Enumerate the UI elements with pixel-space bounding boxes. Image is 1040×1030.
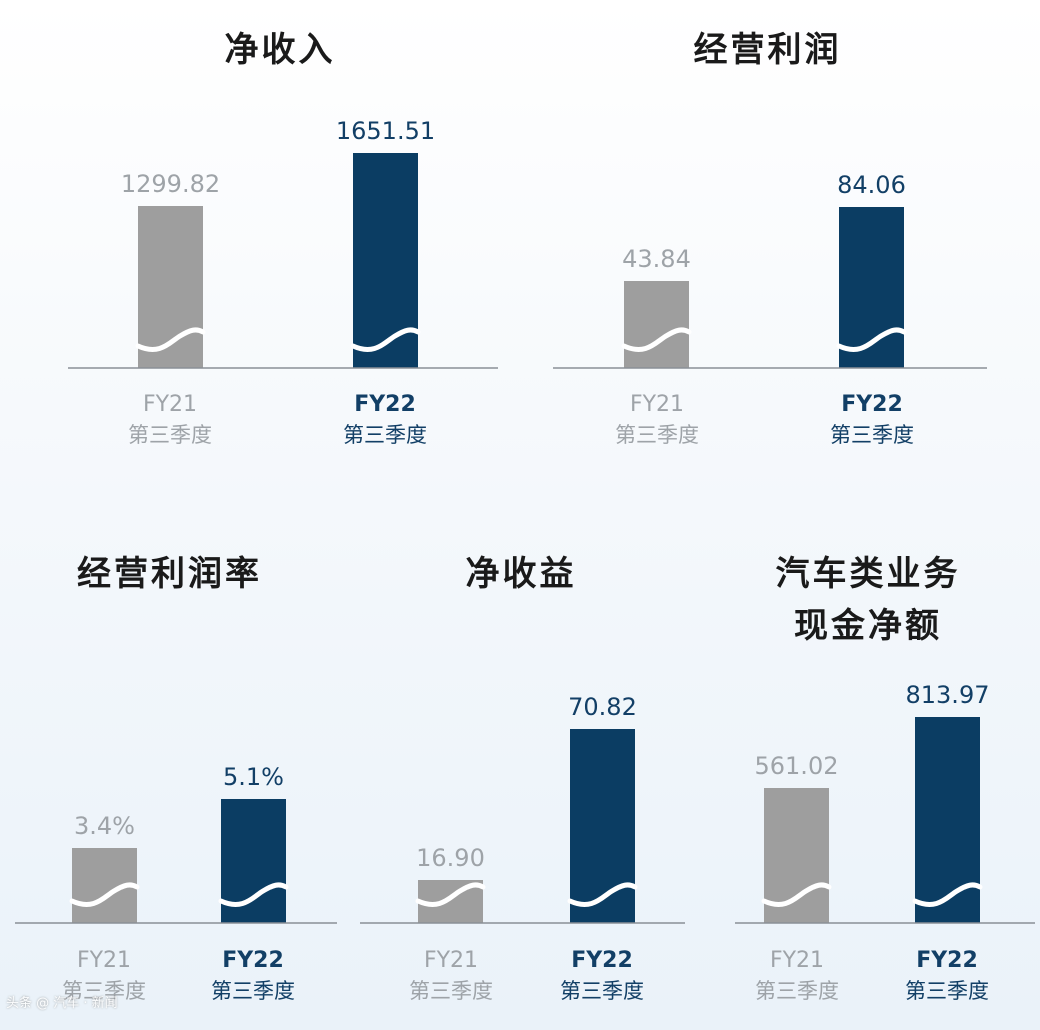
category-label-fy21: FY21 第三季度 [128,392,212,447]
category-label-fy21: FY21 第三季度 [615,392,699,447]
value-label-fy21: 561.02 [755,752,839,780]
bar-fy22 [570,729,635,923]
watermark-text: 头条 @ 汽车 · 新闻 [6,996,118,1011]
axis-break-wave [350,327,421,352]
axis-break-wave [218,882,289,907]
chart-net-income: 净收益 16.90 70.82 FY21 第三季度 FY22 第三季度 [360,520,690,1010]
category-label-fy22: FY22 第三季度 [343,392,427,447]
axis-break-wave [761,882,832,907]
chart-operating-margin: 经营利润率 3.4% 5.1% FY21 第三季度 FY22 第三季度 [15,520,340,1010]
category-label-fy22: FY22 第三季度 [211,948,295,1003]
axis-break-wave [415,882,486,907]
chart-svg: 43.84 84.06 [553,171,987,369]
category-label-fy21: FY21 第三季度 [409,948,493,1003]
chart-net-revenue: 净收入 1299.82 1651.51 FY21 第三季度 FY22 第三季度 [60,0,500,470]
value-label-fy22: 813.97 [906,681,990,709]
category-label-fy22: FY22 第三季度 [830,392,914,447]
category-label-fy21: FY21 第三季度 [755,948,839,1003]
chart-auto-net-cash: 汽车类业务 现金净额 561.02 813.97 FY21 第三季度 FY22 第… [705,520,1035,1010]
chart-title: 经营利润率 [77,554,262,594]
axis-break-wave [836,327,907,352]
chart-svg: 16.90 70.82 [360,693,685,924]
chart-title: 经营利润 [693,30,842,70]
category-label-fy22: FY22 第三季度 [905,948,989,1003]
value-label-fy21: 1299.82 [121,170,220,198]
axis-break-wave [912,882,983,907]
chart-title-line2: 现金净额 [794,606,942,646]
chart-operating-profit: 经营利润 43.84 84.06 FY21 第三季度 FY22 第三季度 [545,0,990,470]
chart-title: 净收入 [224,30,336,70]
chart-title: 净收益 [465,554,577,594]
bar-fy21 [624,281,689,368]
chart-svg: 3.4% 5.1% [15,763,337,924]
category-label-fy21: FY21 第三季度 [62,948,146,1003]
value-label-fy22: 1651.51 [336,117,435,145]
axis-break-wave [621,327,692,352]
axis-break-wave [567,882,638,907]
category-label-fy22: FY22 第三季度 [560,948,644,1003]
axis-break-wave [135,327,206,352]
chart-svg: 561.02 813.97 [735,681,1035,924]
bar-fy22 [915,717,980,923]
chart-title-line1: 汽车类业务 [775,554,961,594]
value-label-fy22: 70.82 [568,693,637,721]
value-label-fy21: 16.90 [416,844,485,872]
chart-svg: 1299.82 1651.51 [68,117,498,369]
value-label-fy22: 5.1% [223,763,284,791]
value-label-fy21: 3.4% [74,812,135,840]
value-label-fy22: 84.06 [837,171,906,199]
bar-fy22 [353,153,418,368]
value-label-fy21: 43.84 [622,245,691,273]
axis-break-wave [69,882,140,907]
